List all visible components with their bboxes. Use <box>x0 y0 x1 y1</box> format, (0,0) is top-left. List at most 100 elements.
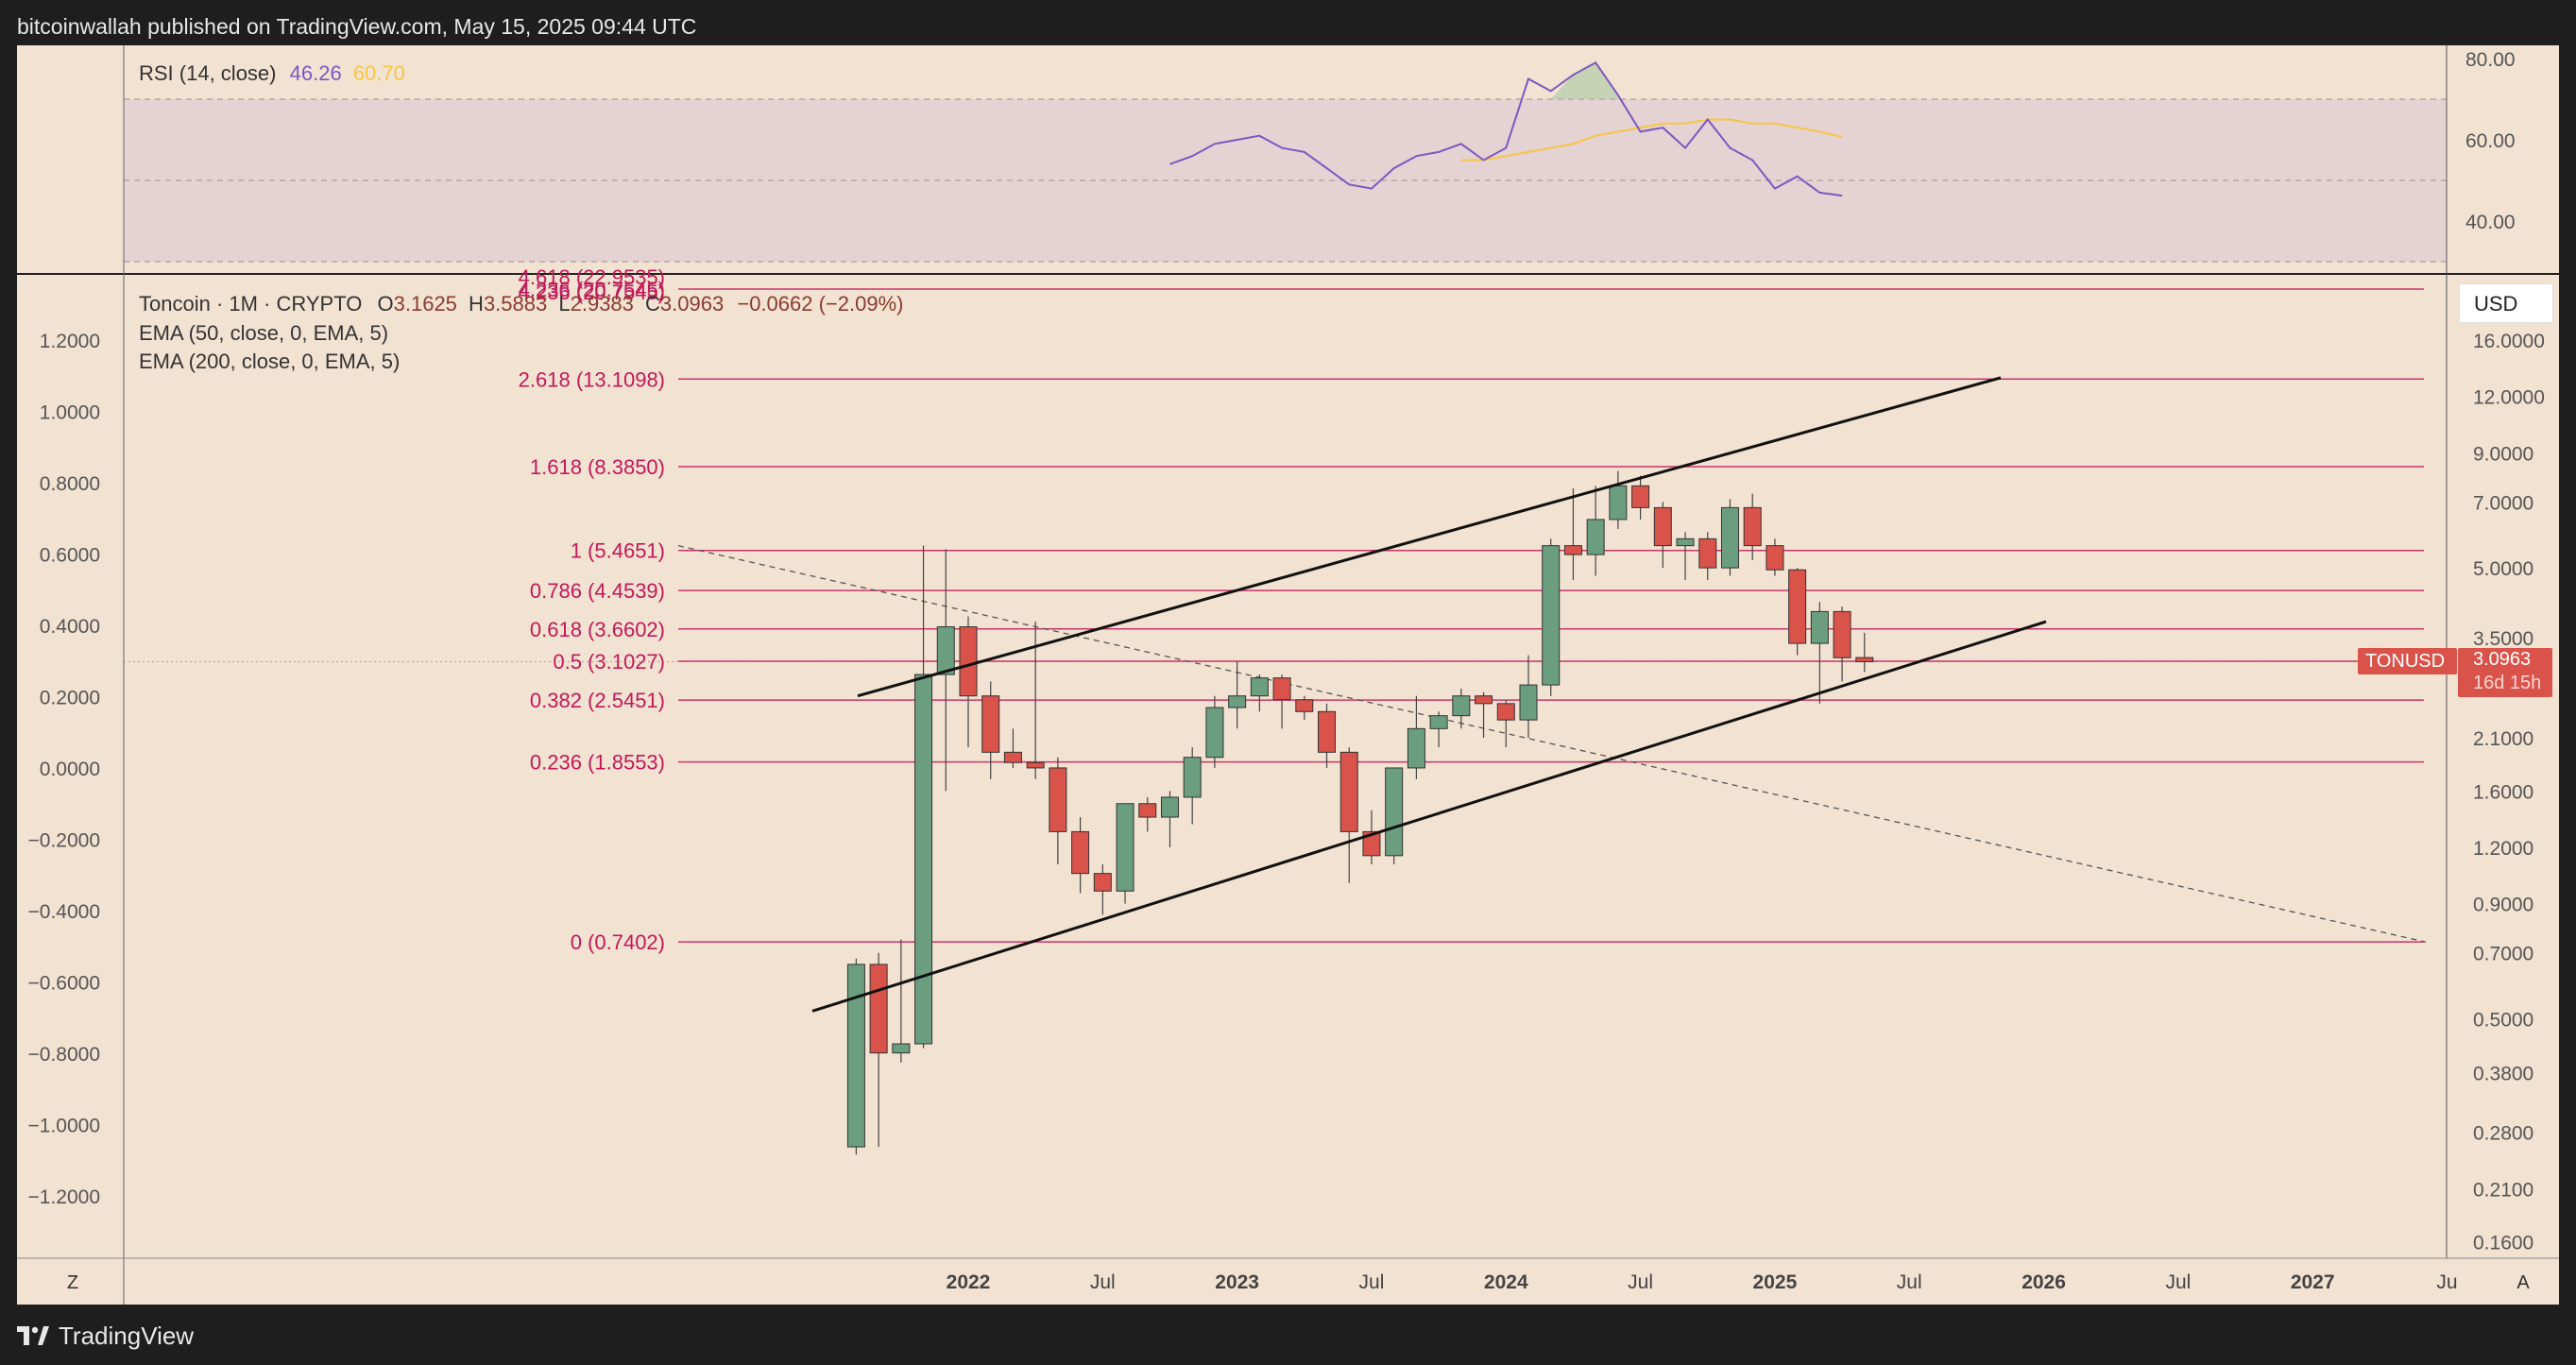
channel-lower-line <box>811 620 2047 1013</box>
price-tick: 7.0000 <box>2473 492 2533 514</box>
symbol-name: Toncoin · 1M · CRYPTO <box>139 292 363 316</box>
candle-up <box>846 964 865 1148</box>
rsi-value: 46.26 <box>289 61 342 85</box>
time-tick: 2022 <box>947 1271 991 1293</box>
left-axis-tick: 0.4000 <box>40 616 100 638</box>
time-tick: 2027 <box>2291 1271 2335 1293</box>
left-axis-tick: 0.6000 <box>40 545 100 567</box>
time-tick: Ju <box>2436 1271 2457 1293</box>
time-tick: Jul <box>1897 1271 1922 1293</box>
candle-up <box>914 674 933 1045</box>
left-axis-tick: −1.2000 <box>28 1186 101 1208</box>
rsi-line <box>1169 60 1843 197</box>
time-tick: Jul <box>1359 1271 1385 1293</box>
fib-label: 0.236 (1.8553) <box>530 751 665 775</box>
rsi-tick-label: 60.00 <box>2465 130 2516 152</box>
time-tick: 2025 <box>1753 1271 1798 1293</box>
dashed-downtrend-line <box>677 545 2427 943</box>
candle-down <box>1653 506 1672 547</box>
candle-down <box>1563 545 1582 555</box>
rsi-overbought-fill <box>1550 62 1623 99</box>
candle-up <box>1519 684 1538 721</box>
tradingview-wordmark: TradingView <box>59 1322 195 1350</box>
price-tick: 0.7000 <box>2473 944 2533 965</box>
footer-bar: TradingView <box>0 1305 2576 1365</box>
chart-svg[interactable]: 80.00 60.00 40.00 1.2000 1.0000 0.8000 0.6000 0… <box>17 45 2559 1305</box>
price-tick: 2.1000 <box>2473 728 2533 750</box>
candle-up <box>1810 610 1829 644</box>
candle-up <box>1676 537 1695 547</box>
candle-up <box>1407 727 1425 769</box>
candle-up <box>1183 757 1202 798</box>
candle-down <box>1272 677 1291 701</box>
candles <box>846 470 1874 1155</box>
candle-down <box>1071 830 1090 875</box>
candle-down <box>1026 761 1045 769</box>
candle-down <box>1698 537 1717 569</box>
candle-down <box>981 695 1000 753</box>
ohlc-o-value: 3.1625 <box>393 292 457 316</box>
candle-up <box>1586 519 1605 555</box>
price-tick: 3.5000 <box>2473 628 2533 650</box>
auto-scale-a-button[interactable]: A <box>2516 1272 2530 1293</box>
publisher-text: bitcoinwallah published on TradingView.c… <box>17 14 697 39</box>
candle-up <box>1385 767 1404 857</box>
ohlc-h-value: 3.5883 <box>483 292 548 316</box>
price-tick: 0.1600 <box>2473 1233 2533 1254</box>
fib-label: 0.618 (3.6602) <box>530 618 665 641</box>
price-tick: 12.0000 <box>2473 387 2545 409</box>
currency-button[interactable]: USD <box>2459 283 2553 323</box>
time-tick: Jul <box>2165 1271 2191 1293</box>
candle-down <box>869 964 888 1054</box>
left-axis-tick: −0.8000 <box>28 1044 101 1066</box>
candle-up <box>892 1043 911 1054</box>
candle-up <box>1160 796 1179 818</box>
price-tick: 0.5000 <box>2473 1009 2533 1031</box>
left-axis-tick: −0.2000 <box>28 830 101 852</box>
candle-down <box>1788 569 1807 644</box>
candle-down <box>1475 695 1493 705</box>
left-axis-tick: 1.0000 <box>40 402 100 424</box>
fib-label: 0.786 (4.4539) <box>530 579 665 603</box>
price-tick: 0.3800 <box>2473 1063 2533 1084</box>
fib-label: 0 (0.7402) <box>571 930 665 954</box>
price-tick: 0.2100 <box>2473 1179 2533 1201</box>
ohlc-h-label: H <box>469 292 484 316</box>
candle-down <box>1138 803 1157 818</box>
left-axis-tick: 1.2000 <box>40 331 100 352</box>
fib-levels: 4.236 (20.7545) 2.618 (13.1098) 1.618 (8.3… <box>519 265 2424 954</box>
candle-up <box>936 626 955 675</box>
left-axis-tick: 0.0000 <box>40 759 100 780</box>
left-axis-tick: −0.6000 <box>28 973 101 995</box>
bar-countdown: 16d 15h <box>2473 673 2542 693</box>
rsi-legend: RSI (14, close) 46.26 60.70 <box>139 61 405 86</box>
candle-down <box>1631 485 1650 508</box>
fib-label: 2.618 (13.1098) <box>519 367 665 391</box>
left-axis-tick: 0.8000 <box>40 473 100 495</box>
candle-up <box>1720 506 1739 569</box>
candle-down <box>959 626 978 697</box>
tradingview-logo[interactable]: TradingView <box>17 1322 194 1351</box>
candle-down <box>1093 873 1112 892</box>
price-tick: 0.9000 <box>2473 895 2533 916</box>
time-tick: Jul <box>1628 1271 1653 1293</box>
rsi-pane: 80.00 60.00 40.00 <box>124 45 2516 274</box>
fib-label: 4.236 (20.7545) <box>519 281 665 304</box>
candle-up <box>1609 485 1628 520</box>
candle-up <box>1250 677 1269 697</box>
auto-scale-z-button[interactable]: Z <box>66 1272 79 1293</box>
price-pane: 1.2000 1.0000 0.8000 0.6000 0.4000 0.2000 0.00… <box>28 45 2545 1305</box>
tradingview-icon <box>17 1325 49 1345</box>
time-tick: Jul <box>1090 1271 1116 1293</box>
time-tick: 2026 <box>2022 1271 2066 1293</box>
candle-down <box>1743 506 1762 547</box>
chart-area[interactable]: 80.00 60.00 40.00 1.2000 1.0000 0.8000 0.6000 0… <box>17 45 2559 1305</box>
last-price-value: 3.0963 <box>2473 649 2532 670</box>
last-price-tag: 3.0963 16d 15h <box>2458 648 2552 697</box>
rsi-label: RSI (14, close) <box>139 61 277 85</box>
fib-label: 1.618 (8.3850) <box>530 455 665 479</box>
fib-label: 0.382 (2.5451) <box>530 689 665 712</box>
price-tick: 16.0000 <box>2473 331 2545 352</box>
channel-upper-line <box>857 376 2002 698</box>
price-tick: 0.2800 <box>2473 1123 2533 1145</box>
